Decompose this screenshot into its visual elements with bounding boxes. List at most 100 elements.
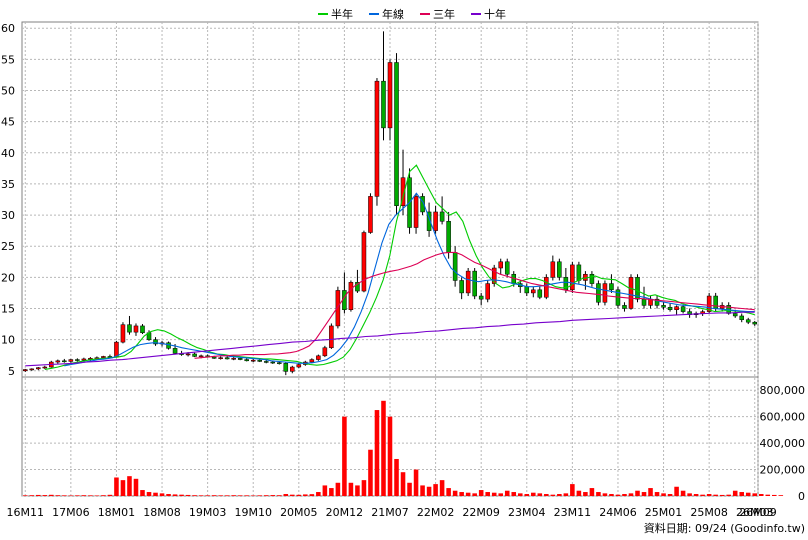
candle-body (732, 313, 738, 317)
candle-body (635, 277, 640, 300)
candle-body (394, 62, 399, 206)
legend-item: 三年 (420, 7, 455, 21)
candle (433, 205, 438, 234)
candle-body (231, 358, 236, 360)
price-tick-label: 45 (1, 116, 15, 129)
legend-item: 十年 (471, 7, 506, 21)
volume-bar (205, 495, 210, 496)
x-tick-label: 19M03 (189, 506, 227, 519)
candle (166, 341, 171, 350)
volume-bar (153, 492, 158, 496)
candle (570, 261, 575, 293)
candle (700, 309, 705, 316)
volume-bar (680, 490, 686, 496)
x-tick-label: 22M09 (462, 506, 500, 519)
volume-bar (661, 493, 666, 496)
legend-label: 三年 (433, 7, 455, 21)
candle (667, 303, 673, 312)
volume-bar (452, 490, 458, 496)
candle-body (237, 358, 243, 360)
volume-bar (335, 482, 341, 496)
candle (368, 193, 373, 234)
x-tick-label: 23M04 (508, 506, 546, 519)
series-line (44, 164, 755, 371)
candle-body (374, 80, 380, 197)
volume-bar (719, 494, 725, 496)
candle-body (713, 295, 718, 309)
volume-bar (94, 495, 100, 496)
candle (693, 311, 699, 318)
volume-bar (778, 495, 784, 496)
candle-body (641, 298, 647, 306)
volume-bar (420, 485, 425, 496)
candle-body (368, 196, 373, 233)
candle (531, 286, 536, 298)
volume-bar (504, 490, 510, 496)
candle (628, 274, 634, 310)
candle (374, 78, 380, 206)
x-tick-label: 22M02 (417, 506, 455, 519)
volume-bar (524, 494, 530, 496)
volume-bar (88, 495, 93, 496)
candle-body (420, 196, 425, 213)
volume-bar (739, 492, 744, 496)
x-tick-label: 18M08 (143, 506, 181, 519)
candle (524, 283, 530, 297)
candle-body (745, 319, 751, 323)
price-tick-label: 60 (1, 22, 15, 35)
x-tick-label: 20M05 (280, 506, 318, 519)
candle-body (250, 359, 256, 362)
candle (459, 277, 464, 300)
volume-bar (276, 495, 282, 496)
candle-body (166, 342, 171, 349)
volume-bar (49, 494, 54, 496)
candle-body (263, 361, 269, 363)
candle-body (329, 325, 334, 348)
candle (563, 268, 569, 293)
x-tick-label: 18M01 (98, 506, 136, 519)
candle (752, 320, 758, 326)
candle-body (465, 270, 471, 294)
price-tick-label: 10 (1, 334, 15, 347)
x-tick-label: 25M08 (690, 506, 728, 519)
candle-body (446, 221, 451, 253)
candle-body (674, 306, 679, 310)
candle-body (680, 306, 686, 312)
candle-body (224, 357, 230, 360)
volume-bar (22, 495, 28, 496)
volume-bar (309, 494, 315, 496)
candle-body (752, 321, 758, 325)
candle (316, 354, 321, 361)
volume-bar (693, 494, 699, 496)
candle (120, 322, 126, 344)
candle (29, 368, 35, 371)
volume-bar (622, 494, 627, 496)
volume-bar (713, 494, 718, 496)
volume-bar (413, 469, 419, 496)
volume-bar (257, 495, 263, 496)
candle-body (576, 264, 582, 281)
candle-body (257, 359, 263, 362)
candle-body (335, 290, 341, 327)
candle (329, 323, 334, 349)
candle (231, 357, 236, 361)
candle (218, 356, 223, 360)
volume-bar (772, 494, 777, 496)
volume-bar (609, 494, 614, 496)
candle-body (381, 80, 386, 129)
candle (322, 345, 328, 358)
price-tick-label: 25 (1, 240, 15, 253)
volume-bar (192, 495, 197, 496)
candle-body (316, 355, 321, 360)
volume-bar (270, 495, 276, 496)
candle-body (192, 353, 197, 357)
volume-bar (316, 492, 321, 496)
candle (283, 362, 289, 376)
candle (439, 196, 445, 225)
legend-item: 半年 (318, 7, 353, 21)
x-tick-label: 21M07 (371, 506, 409, 519)
candle (622, 302, 627, 312)
volume-bar (107, 494, 113, 496)
volume-bar (368, 449, 373, 496)
